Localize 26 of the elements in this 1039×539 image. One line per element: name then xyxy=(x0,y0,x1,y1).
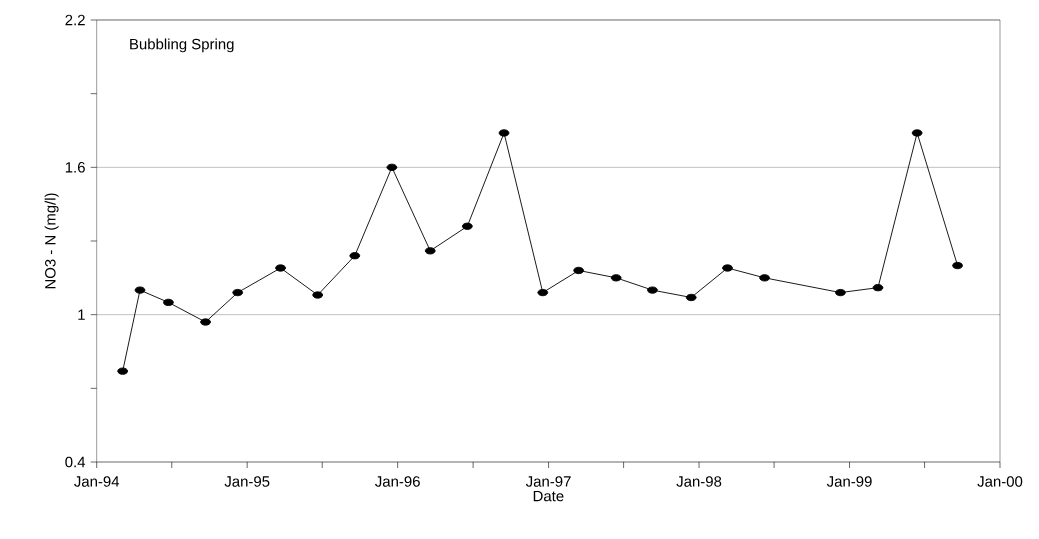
point xyxy=(200,318,211,326)
x-tick-label: Jan-94 xyxy=(74,476,120,487)
point xyxy=(952,261,963,270)
point xyxy=(722,264,733,272)
y-tick-label: 2.2 xyxy=(65,14,85,26)
x-tick-label: Jan-95 xyxy=(224,476,270,487)
y-tick-label: 1.6 xyxy=(65,162,85,173)
x-tick-label: Jan-00 xyxy=(977,476,1023,487)
y-tick-label: 0.4 xyxy=(65,456,86,468)
point xyxy=(163,298,174,307)
point xyxy=(232,288,244,297)
x-tick-label: Jan-97 xyxy=(525,476,571,487)
y-tick-label: 1 xyxy=(78,309,85,320)
x-tick-label: Jan-96 xyxy=(375,476,420,487)
y-axis-title: NO3 - N (mg/l) xyxy=(44,193,59,289)
x-tick-label: Jan-98 xyxy=(676,476,722,487)
point xyxy=(537,288,549,297)
point xyxy=(759,274,770,282)
x-axis-title: Date xyxy=(533,490,564,502)
point xyxy=(685,293,697,302)
x-tick-label: Jan-99 xyxy=(826,476,872,487)
point xyxy=(835,288,846,297)
annotation: Bubbling Spring xyxy=(130,38,234,53)
point xyxy=(573,266,585,275)
point xyxy=(275,264,286,272)
point xyxy=(647,286,658,294)
